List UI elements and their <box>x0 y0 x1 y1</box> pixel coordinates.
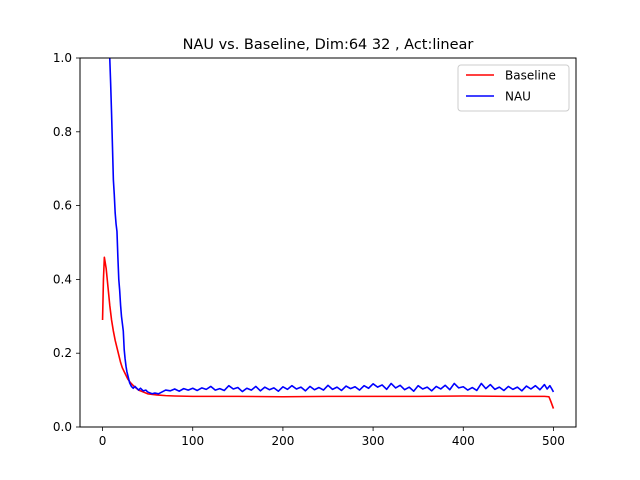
axes-frame <box>79 57 577 428</box>
series-layer <box>101 58 555 409</box>
x-tick-label: 400 <box>452 434 475 448</box>
legend: Baseline NAU <box>457 64 570 112</box>
y-tick-label: 0.8 <box>53 125 72 139</box>
y-tick-label: 1.0 <box>53 51 72 65</box>
x-tick-label: 200 <box>271 434 294 448</box>
y-tick-label: 0.4 <box>53 272 72 286</box>
plot-area: 0 100 200 300 400 500 0.0 0.2 0.4 0.6 0.8 1.0 <box>53 51 577 448</box>
x-tick-label: 100 <box>181 434 204 448</box>
x-tick-label: 500 <box>542 434 565 448</box>
axes-background <box>80 58 576 427</box>
x-tick-label: 0 <box>99 434 107 448</box>
y-tick-label: 0.0 <box>53 420 72 434</box>
y-tick-label: 0.6 <box>53 199 72 213</box>
chart-title: NAU vs. Baseline, Dim:64 32 , Act:linear <box>183 37 474 53</box>
y-tick-label: 0.2 <box>53 346 72 360</box>
series-line-nau <box>108 58 555 395</box>
legend-box <box>457 64 570 112</box>
x-tick-label: 300 <box>362 434 385 448</box>
legend-label-baseline: Baseline <box>505 69 556 83</box>
x-axis-ticks: 0 100 200 300 400 500 <box>99 427 565 448</box>
legend-label-nau: NAU <box>505 90 531 104</box>
y-axis-ticks: 0.0 0.2 0.4 0.6 0.8 1.0 <box>53 51 80 434</box>
